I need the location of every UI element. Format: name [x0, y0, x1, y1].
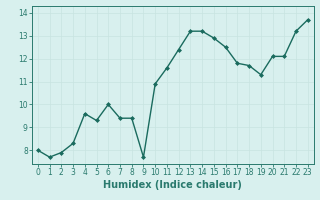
X-axis label: Humidex (Indice chaleur): Humidex (Indice chaleur) [103, 180, 242, 190]
